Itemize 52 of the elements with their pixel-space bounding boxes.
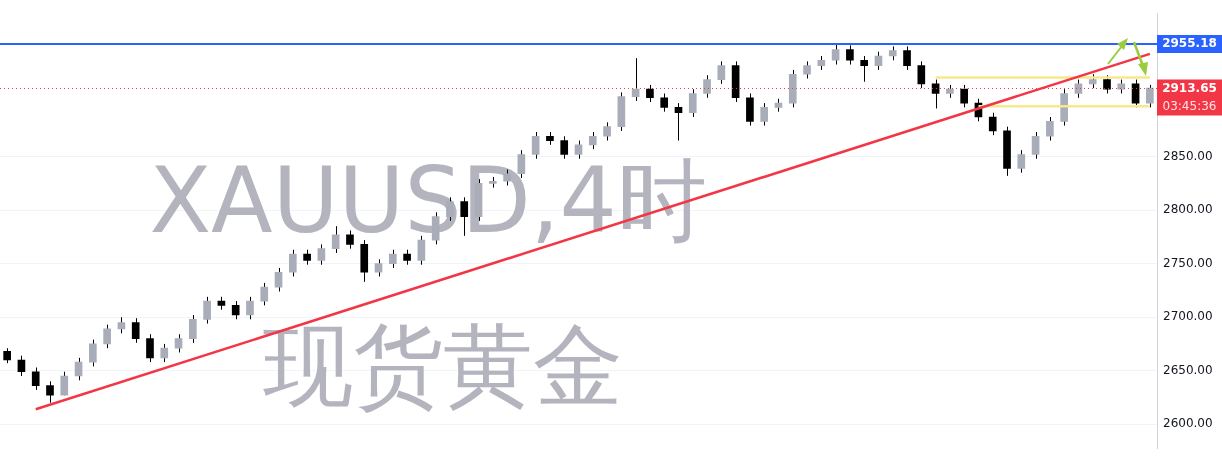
candlestick — [388, 249, 397, 269]
ref-line-label: 2913.65 — [1162, 80, 1217, 95]
candlestick — [703, 74, 711, 99]
candlestick — [660, 92, 669, 113]
text: 03:45:36 — [1162, 98, 1217, 113]
candlestick — [131, 317, 140, 344]
candlestick — [160, 343, 169, 363]
ref-line-label: 2955.18 — [1162, 36, 1217, 51]
candlestick — [603, 121, 611, 142]
candlestick — [274, 267, 283, 292]
candlestick — [846, 44, 854, 66]
candlestick — [1046, 116, 1054, 142]
candlestick — [31, 366, 40, 391]
candlestick — [917, 60, 926, 89]
candlestick — [531, 131, 540, 160]
candlestick — [831, 43, 840, 66]
candlestick — [174, 333, 183, 353]
candlestick — [260, 282, 269, 306]
candlestick — [246, 296, 254, 320]
y-tick-label: 2600.00 — [1163, 416, 1213, 431]
candlestick — [60, 371, 69, 396]
candlestick — [288, 249, 297, 277]
y-tick-label: 2800.00 — [1163, 202, 1213, 217]
candlestick — [146, 333, 154, 363]
candlestick — [988, 112, 997, 136]
candlestick — [1103, 74, 1111, 94]
candlestick — [189, 314, 197, 344]
candlestick — [674, 102, 683, 142]
candlestick — [631, 57, 640, 102]
candlestick — [231, 300, 240, 320]
y-tick-label: 2850.00 — [1163, 148, 1213, 163]
candlestick — [1146, 84, 1154, 108]
candlestick — [46, 380, 54, 404]
text: 现货黄金 — [263, 312, 624, 418]
candlestick — [89, 339, 97, 367]
candlestick — [203, 296, 211, 325]
candlestick — [317, 243, 326, 266]
candlestick — [1031, 131, 1040, 160]
candlestick — [717, 60, 726, 85]
candlestick — [860, 55, 869, 83]
candlestick — [688, 88, 697, 118]
y-tick-label: 2750.00 — [1163, 255, 1213, 270]
candlestick — [103, 324, 111, 349]
y-tick-label: 2700.00 — [1163, 309, 1213, 324]
candlestick — [560, 135, 569, 160]
candlestick — [460, 196, 469, 237]
candlestick — [903, 45, 911, 71]
candlestick — [1017, 149, 1026, 174]
candlestick — [960, 84, 968, 108]
candlestick — [446, 196, 454, 222]
y-tick-label: 2650.00 — [1163, 362, 1213, 377]
candlestick — [760, 102, 769, 127]
